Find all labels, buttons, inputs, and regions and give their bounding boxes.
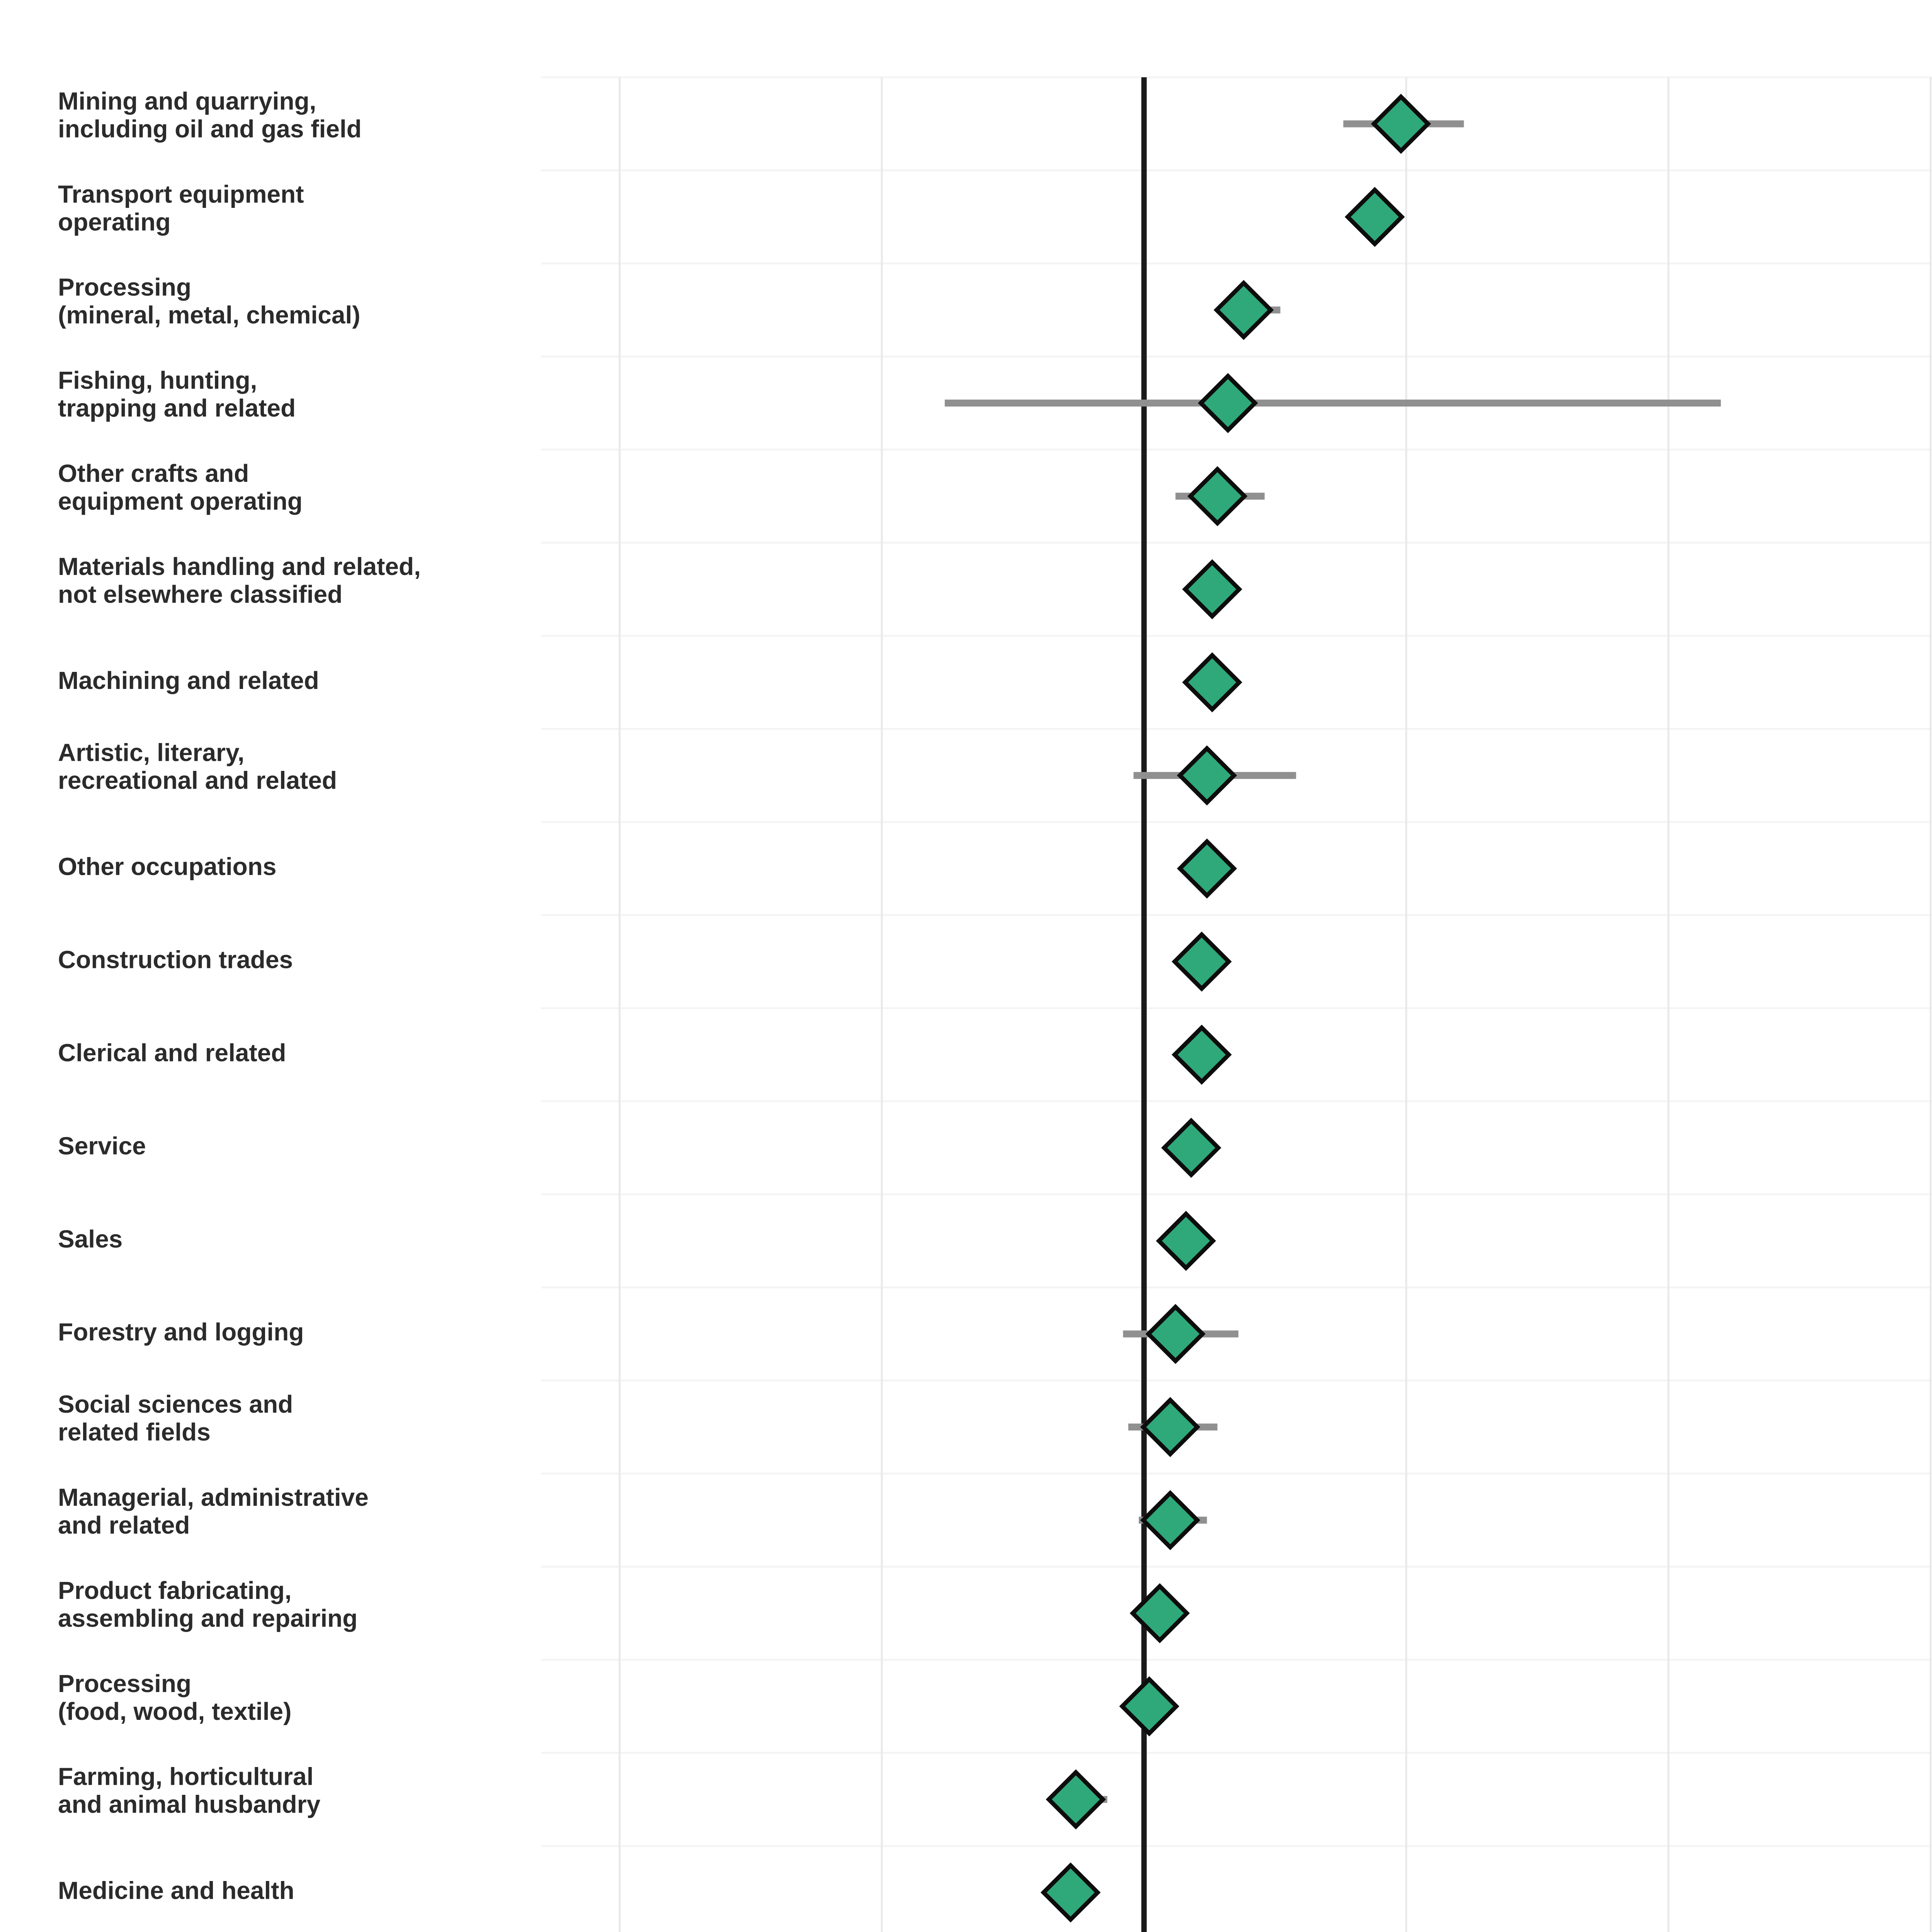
forest-plot: 0.00.51.01.52.02.5Hazard Ratio (95% CI)M… [0,0,1932,1932]
row-label: Artistic, literary, [58,739,245,767]
row-label: Machining and related [58,667,319,694]
row-label: Processing [58,1670,191,1697]
row-label: trapping and related [58,394,296,422]
row-label: Other occupations [58,853,276,881]
row-label: (food, wood, textile) [58,1697,291,1725]
row-label: Processing [58,273,191,301]
row-label: Managerial, administrative [58,1483,369,1511]
row-label: Mining and quarrying, [58,87,316,115]
row-label: Medicine and health [58,1877,294,1905]
row-label: Farming, horticultural [58,1763,313,1791]
forest-plot-svg: 0.00.51.01.52.02.5Hazard Ratio (95% CI)M… [0,0,1932,1932]
row-label: including oil and gas field [58,115,362,143]
row-label: related fields [58,1418,211,1446]
row-label: not elsewhere classified [58,580,342,608]
row-label: recreational and related [58,767,337,794]
row-label: Social sciences and [58,1390,293,1418]
row-label: Transport equipment [58,180,304,208]
row-label: Materials handling and related, [58,553,421,580]
row-label: (mineral, metal, chemical) [58,301,361,329]
row-label: Product fabricating, [58,1577,292,1604]
row-label: Sales [58,1225,122,1253]
row-label: and related [58,1511,190,1539]
row-label: equipment operating [58,487,303,515]
row-label: Other crafts and [58,459,249,487]
row-label: Service [58,1132,146,1160]
row-label: assembling and repairing [58,1604,357,1632]
row-label: and animal husbandry [58,1791,321,1818]
row-label: Construction trades [58,946,293,974]
row-label: Forestry and logging [58,1318,304,1346]
row-label: operating [58,208,171,236]
row-label: Fishing, hunting, [58,366,257,394]
row-label: Clerical and related [58,1039,286,1066]
